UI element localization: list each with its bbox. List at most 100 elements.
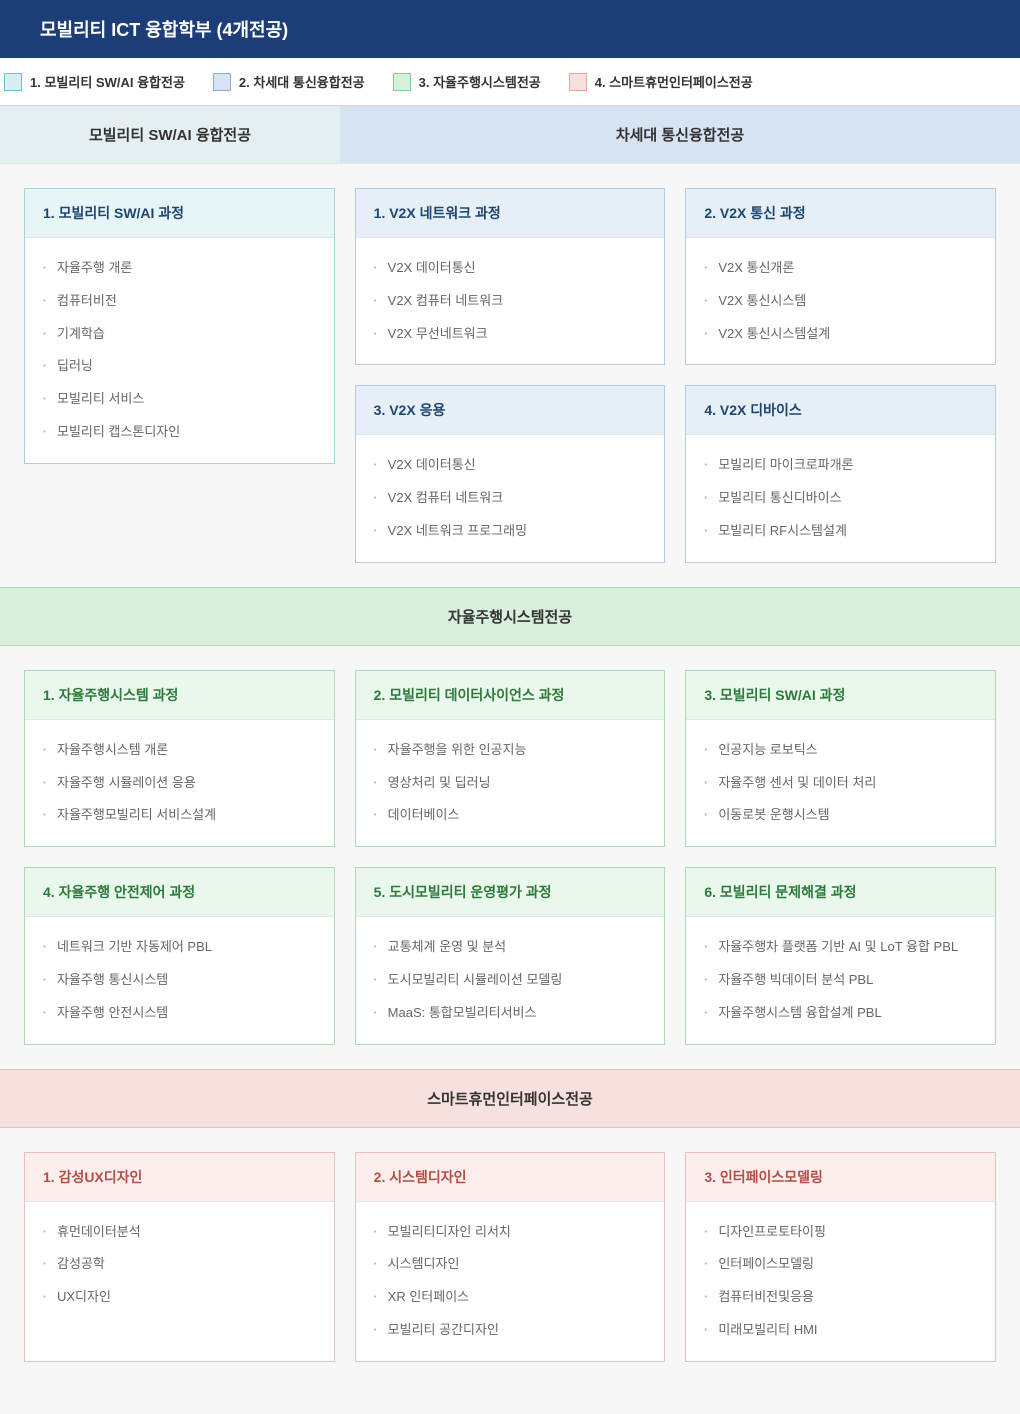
course-card: 2. 모빌리티 데이터사이언스 과정자율주행을 위한 인공지능영상처리 및 딥러… — [355, 670, 666, 847]
cards-grid: 1. 모빌리티 SW/AI 과정자율주행 개론컴퓨터비전기계학습딥러닝모빌리티 … — [0, 164, 1020, 587]
course-list-item: UX디자인 — [43, 1281, 316, 1314]
page-title: 모빌리티 ICT 융합학부 (4개전공) — [40, 20, 288, 40]
major-header: 스마트휴먼인터페이스전공 — [0, 1069, 1020, 1128]
course-list-item: XR 인터페이스 — [374, 1281, 647, 1314]
course-card: 1. V2X 네트워크 과정V2X 데이터통신V2X 컴퓨터 네트워크V2X 무… — [355, 188, 666, 365]
course-list: 자율주행시스템 개론자율주행 시뮬레이션 응용자율주행모빌리티 서비스설계 — [25, 720, 334, 846]
course-list-item: 자율주행모빌리티 서비스설계 — [43, 799, 316, 832]
course-card-title: 4. 자율주행 안전제어 과정 — [25, 868, 334, 917]
course-list-item: 인터페이스모델링 — [704, 1248, 977, 1281]
course-list-item: 기계학습 — [43, 318, 316, 351]
course-card: 3. 모빌리티 SW/AI 과정인공지능 로보틱스자율주행 센서 및 데이터 처… — [685, 670, 996, 847]
cards-grid: 1. 감성UX디자인휴먼데이터분석감성공학UX디자인2. 시스템디자인모빌리티디… — [0, 1128, 1020, 1386]
course-list-item: 컴퓨터비전 — [43, 285, 316, 318]
course-list-item: 도시모빌리티 시뮬레이션 모델링 — [374, 964, 647, 997]
course-list: 교통체계 운영 및 분석도시모빌리티 시뮬레이션 모델링MaaS: 통합모빌리티… — [356, 917, 665, 1043]
course-list: V2X 데이터통신V2X 컴퓨터 네트워크V2X 무선네트워크 — [356, 238, 665, 364]
course-list-item: V2X 통신시스템 — [704, 285, 977, 318]
course-card-title: 2. 모빌리티 데이터사이언스 과정 — [356, 671, 665, 720]
course-list-item: V2X 데이터통신 — [374, 449, 647, 482]
course-list-item: 자율주행 시뮬레이션 응용 — [43, 767, 316, 800]
course-card-title: 5. 도시모빌리티 운영평가 과정 — [356, 868, 665, 917]
course-list-item: 자율주행을 위한 인공지능 — [374, 734, 647, 767]
course-card-title: 1. 감성UX디자인 — [25, 1153, 334, 1202]
course-list-item: 미래모빌리티 HMI — [704, 1314, 977, 1347]
course-card: 3. 인터페이스모델링디자인프로토타이핑인터페이스모델링컴퓨터비전및응용미래모빌… — [685, 1152, 996, 1362]
course-list-item: 자율주행시스템 개론 — [43, 734, 316, 767]
page-header: 모빌리티 ICT 융합학부 (4개전공) — [0, 0, 1020, 58]
course-card-title: 1. V2X 네트워크 과정 — [356, 189, 665, 238]
course-list-item: 교통체계 운영 및 분석 — [374, 931, 647, 964]
legend-label: 2. 차세대 통신융합전공 — [239, 72, 365, 91]
major-header: 모빌리티 SW/AI 융합전공 — [0, 106, 340, 164]
legend-label: 3. 자율주행시스템전공 — [419, 72, 541, 91]
course-card-title: 1. 모빌리티 SW/AI 과정 — [25, 189, 334, 238]
course-card: 1. 모빌리티 SW/AI 과정자율주행 개론컴퓨터비전기계학습딥러닝모빌리티 … — [24, 188, 335, 464]
cards-grid: 1. 자율주행시스템 과정자율주행시스템 개론자율주행 시뮬레이션 응용자율주행… — [0, 646, 1020, 1069]
course-list-item: 모빌리티 캡스톤디자인 — [43, 416, 316, 449]
course-list-item: 모빌리티 RF시스템설계 — [704, 515, 977, 548]
course-card-title: 3. 인터페이스모델링 — [686, 1153, 995, 1202]
course-list: 디자인프로토타이핑인터페이스모델링컴퓨터비전및응용미래모빌리티 HMI — [686, 1202, 995, 1361]
course-list-item: V2X 네트워크 프로그래밍 — [374, 515, 647, 548]
course-list: 모빌리티디자인 리서치시스템디자인XR 인터페이스모빌리티 공간디자인 — [356, 1202, 665, 1361]
course-list: 인공지능 로보틱스자율주행 센서 및 데이터 처리이동로봇 운행시스템 — [686, 720, 995, 846]
course-list-item: V2X 무선네트워크 — [374, 318, 647, 351]
course-list-item: 영상처리 및 딥러닝 — [374, 767, 647, 800]
course-list-item: 시스템디자인 — [374, 1248, 647, 1281]
legend-item: 4. 스마트휴먼인터페이스전공 — [565, 72, 777, 91]
course-list-item: 데이터베이스 — [374, 799, 647, 832]
course-list-item: V2X 컴퓨터 네트워크 — [374, 482, 647, 515]
course-card-title: 1. 자율주행시스템 과정 — [25, 671, 334, 720]
course-list-item: 자율주행 개론 — [43, 252, 316, 285]
course-list-item: 자율주행 빅데이터 분석 PBL — [704, 964, 977, 997]
course-list-item: 자율주행 통신시스템 — [43, 964, 316, 997]
course-list-item: 네트워크 기반 자동제어 PBL — [43, 931, 316, 964]
course-list-item: 자율주행 센서 및 데이터 처리 — [704, 767, 977, 800]
course-card: 2. V2X 통신 과정V2X 통신개론V2X 통신시스템V2X 통신시스템설계 — [685, 188, 996, 365]
course-list-item: V2X 통신시스템설계 — [704, 318, 977, 351]
course-list-item: 모빌리티디자인 리서치 — [374, 1216, 647, 1249]
course-list-item: 자율주행 안전시스템 — [43, 997, 316, 1030]
course-list-item: 모빌리티 서비스 — [43, 383, 316, 416]
course-card-title: 4. V2X 디바이스 — [686, 386, 995, 435]
course-list: 자율주행 개론컴퓨터비전기계학습딥러닝모빌리티 서비스모빌리티 캡스톤디자인 — [25, 238, 334, 463]
course-list-item: 휴먼데이터분석 — [43, 1216, 316, 1249]
course-list-item: 이동로봇 운행시스템 — [704, 799, 977, 832]
course-card: 3. V2X 응용V2X 데이터통신V2X 컴퓨터 네트워크V2X 네트워크 프… — [355, 385, 666, 562]
course-list-item: 모빌리티 공간디자인 — [374, 1314, 647, 1347]
course-card: 2. 시스템디자인모빌리티디자인 리서치시스템디자인XR 인터페이스모빌리티 공… — [355, 1152, 666, 1362]
legend-swatch — [569, 73, 587, 91]
course-list-item: 감성공학 — [43, 1248, 316, 1281]
legend-label: 4. 스마트휴먼인터페이스전공 — [595, 72, 753, 91]
legend-item: 2. 차세대 통신융합전공 — [209, 72, 389, 91]
legend-swatch — [213, 73, 231, 91]
course-list-item: 모빌리티 통신디바이스 — [704, 482, 977, 515]
course-list-item: 딥러닝 — [43, 350, 316, 383]
course-list-item: 컴퓨터비전및응용 — [704, 1281, 977, 1314]
course-list: 네트워크 기반 자동제어 PBL자율주행 통신시스템자율주행 안전시스템 — [25, 917, 334, 1043]
legend-swatch — [4, 73, 22, 91]
course-card: 4. 자율주행 안전제어 과정네트워크 기반 자동제어 PBL자율주행 통신시스… — [24, 867, 335, 1044]
legend-item: 3. 자율주행시스템전공 — [389, 72, 565, 91]
course-card: 4. V2X 디바이스모빌리티 마이크로파개론모빌리티 통신디바이스모빌리티 R… — [685, 385, 996, 562]
course-list-item: V2X 컴퓨터 네트워크 — [374, 285, 647, 318]
legend: 1. 모빌리티 SW/AI 융합전공 2. 차세대 통신융합전공 3. 자율주행시스… — [0, 58, 1020, 106]
legend-label: 1. 모빌리티 SW/AI 융합전공 — [30, 72, 185, 91]
course-card-title: 3. V2X 응용 — [356, 386, 665, 435]
course-list: V2X 데이터통신V2X 컴퓨터 네트워크V2X 네트워크 프로그래밍 — [356, 435, 665, 561]
course-card: 6. 모빌리티 문제해결 과정자율주행차 플랫폼 기반 AI 및 LoT 융합 … — [685, 867, 996, 1044]
course-card: 5. 도시모빌리티 운영평가 과정교통체계 운영 및 분석도시모빌리티 시뮬레이… — [355, 867, 666, 1044]
course-card-title: 2. 시스템디자인 — [356, 1153, 665, 1202]
legend-item: 1. 모빌리티 SW/AI 융합전공 — [0, 72, 209, 91]
course-list: 자율주행차 플랫폼 기반 AI 및 LoT 융합 PBL자율주행 빅데이터 분석… — [686, 917, 995, 1043]
course-list-item: 자율주행시스템 융합설계 PBL — [704, 997, 977, 1030]
course-list: 모빌리티 마이크로파개론모빌리티 통신디바이스모빌리티 RF시스템설계 — [686, 435, 995, 561]
course-list-item: 자율주행차 플랫폼 기반 AI 및 LoT 융합 PBL — [704, 931, 977, 964]
course-card-title: 2. V2X 통신 과정 — [686, 189, 995, 238]
course-card-title: 3. 모빌리티 SW/AI 과정 — [686, 671, 995, 720]
course-list-item: 디자인프로토타이핑 — [704, 1216, 977, 1249]
course-list: 휴먼데이터분석감성공학UX디자인 — [25, 1202, 334, 1328]
course-list-item: V2X 데이터통신 — [374, 252, 647, 285]
major-header: 자율주행시스템전공 — [0, 587, 1020, 646]
